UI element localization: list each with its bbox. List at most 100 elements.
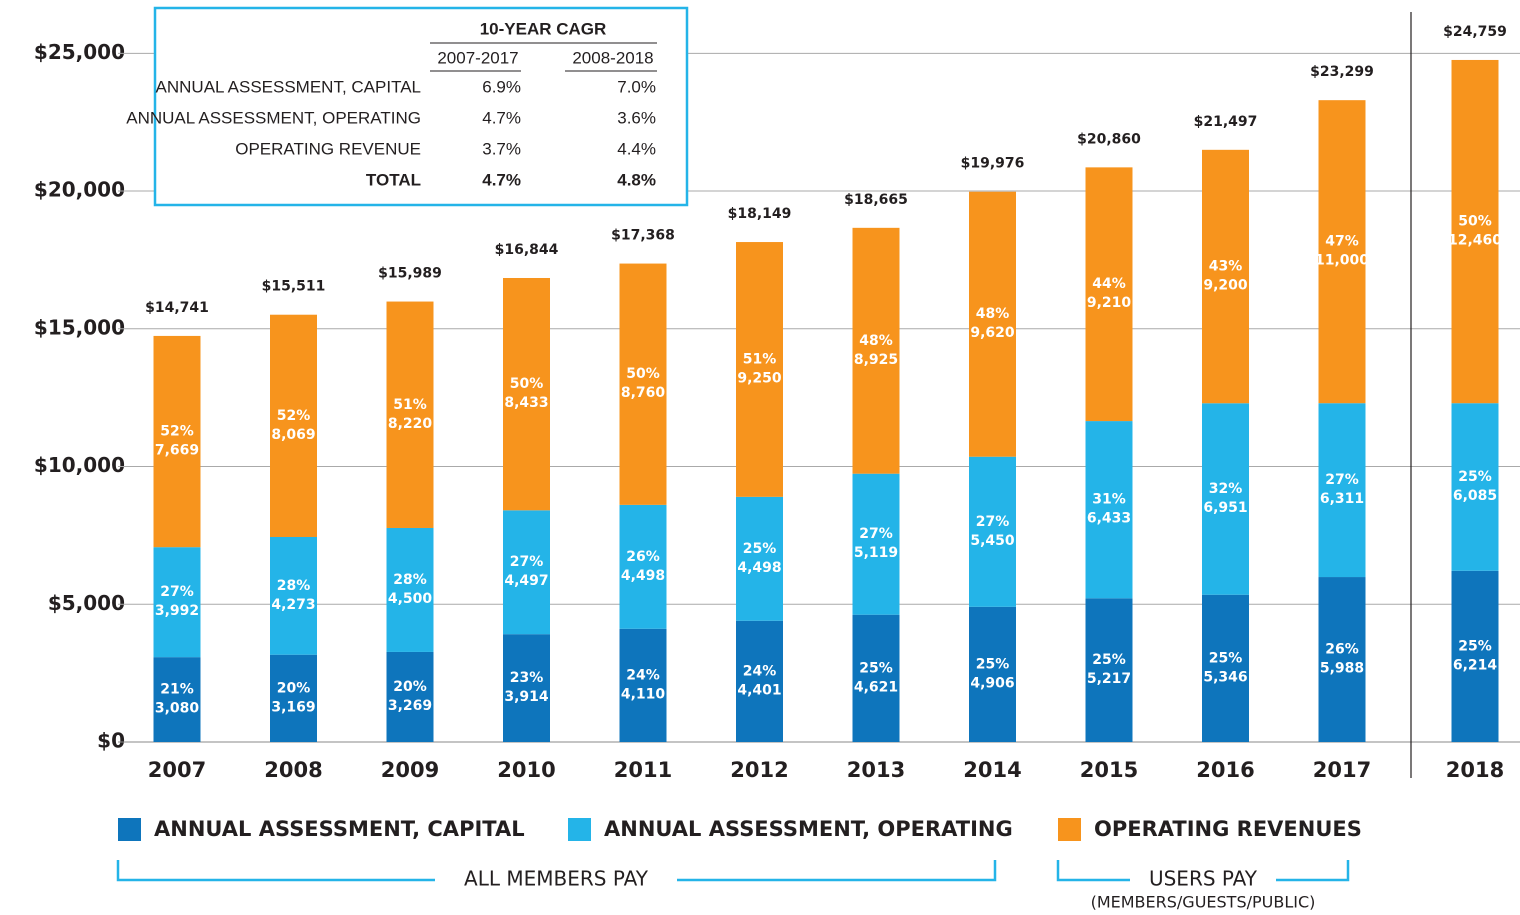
value-label: 3,080: [155, 701, 200, 717]
bar-segment: [153, 547, 201, 658]
group-label: USERS PAY: [1149, 867, 1258, 891]
value-label: 4,500: [388, 591, 433, 607]
value-label: 5,988: [1320, 661, 1364, 677]
legend-swatch: [118, 818, 141, 841]
percent-label: 44%: [1092, 276, 1126, 292]
legend-label: ANNUAL ASSESSMENT, OPERATING: [604, 817, 1013, 841]
value-label: 6,085: [1453, 488, 1497, 504]
y-tick-label: $10,000: [34, 453, 125, 477]
bar-segment: [270, 536, 317, 655]
table-column: 2008-2018: [572, 48, 653, 67]
bar-segment: [969, 606, 1016, 742]
bar-segment: [1451, 59, 1499, 404]
total-label: $16,844: [495, 242, 559, 258]
cagr-table: 10-YEAR CAGR 2007-2017 2008-2018 ANNUAL …: [126, 6, 689, 207]
x-tick-label: 2009: [381, 758, 439, 782]
value-label: 9,620: [970, 325, 1015, 341]
x-tick-label: 2012: [730, 758, 788, 782]
table-cell: 3.6%: [617, 108, 656, 127]
table-cell: 4.7%: [482, 170, 521, 189]
total-label: $24,759: [1443, 24, 1507, 40]
percent-label: 27%: [859, 526, 893, 542]
table-cell: 3.7%: [482, 139, 521, 158]
bars: 2007 21% 3,080 27% 3,992 52% 7,669 $14,741 2008 2…: [145, 24, 1507, 782]
table-box: [153, 6, 689, 207]
bar-segment: [736, 242, 783, 497]
groups: ALL MEMBERS PAY USERS PAY (MEMBERS/GUEST…: [116, 860, 1350, 912]
bracket: [1056, 860, 1350, 882]
table-cell: 4.7%: [482, 108, 521, 127]
value-label: 3,169: [271, 699, 315, 715]
percent-label: 31%: [1092, 492, 1126, 508]
bar-segment: [852, 473, 900, 615]
bar-segment: [619, 504, 667, 629]
percent-label: 51%: [393, 397, 427, 413]
value-label: 9,210: [1087, 295, 1132, 311]
bar-segment: [153, 335, 201, 548]
percent-label: 52%: [277, 408, 311, 424]
bar-segment: [969, 191, 1016, 457]
bar-segment: [736, 496, 783, 621]
table-row-label: OPERATING REVENUE: [235, 139, 421, 158]
legend-swatch: [1058, 818, 1081, 841]
x-tick-label: 2018: [1446, 758, 1504, 782]
table-row-label: ANNUAL ASSESSMENT, CAPITAL: [156, 77, 421, 96]
total-label: $19,976: [961, 156, 1025, 172]
value-label: 3,269: [388, 698, 432, 714]
total-label: $15,989: [378, 266, 442, 282]
legend: ANNUAL ASSESSMENT, CAPITAL ANNUAL ASSESSM…: [118, 817, 1362, 841]
percent-label: 25%: [1458, 469, 1492, 485]
total-label: $18,665: [844, 192, 908, 208]
value-label: 11,000: [1315, 253, 1369, 269]
bar-segment: [1318, 100, 1366, 404]
y-tick-label: $25,000: [34, 40, 125, 64]
y-tick-label: $5,000: [48, 591, 125, 615]
bar-segment: [736, 620, 783, 742]
table-cell: 7.0%: [617, 77, 656, 96]
value-label: 5,346: [1203, 669, 1247, 685]
percent-label: 27%: [976, 514, 1010, 530]
percent-label: 24%: [626, 667, 660, 683]
percent-label: 25%: [1458, 638, 1492, 654]
bar-segment: [270, 314, 317, 537]
value-label: 4,110: [621, 686, 666, 702]
percent-label: 28%: [277, 578, 311, 594]
value-label: 9,200: [1203, 278, 1248, 294]
percent-label: 50%: [626, 366, 660, 382]
percent-label: 20%: [277, 680, 311, 696]
percent-label: 47%: [1325, 234, 1359, 250]
legend-label: ANNUAL ASSESSMENT, CAPITAL: [154, 817, 525, 841]
group-sublabel: (MEMBERS/GUESTS/PUBLIC): [1091, 893, 1316, 912]
value-label: 5,119: [854, 545, 898, 561]
percent-label: 28%: [393, 572, 427, 588]
table-cell: 4.8%: [617, 170, 656, 189]
total-label: $20,860: [1077, 131, 1141, 147]
bar-segment: [1451, 403, 1499, 571]
grid: $0 $5,000 $10,000 $15,000 $20,000 $25,000: [34, 40, 1520, 753]
total-label: $23,299: [1310, 64, 1374, 80]
value-label: 4,498: [737, 560, 781, 576]
total-label: $15,511: [262, 279, 326, 295]
x-tick-label: 2016: [1196, 758, 1254, 782]
x-tick-label: 2014: [963, 758, 1021, 782]
total-label: $17,368: [611, 228, 675, 244]
x-tick-label: 2007: [148, 758, 206, 782]
bar-segment: [619, 628, 667, 742]
percent-label: 50%: [1458, 214, 1492, 230]
bar-segment: [1202, 149, 1249, 404]
value-label: 3,914: [504, 689, 549, 705]
percent-label: 25%: [1209, 650, 1243, 666]
table-cell: 6.9%: [482, 77, 521, 96]
bar-segment: [1202, 594, 1249, 742]
bar-segment: [1085, 167, 1133, 422]
value-label: 12,460: [1448, 233, 1502, 249]
bar-segment: [386, 301, 434, 528]
value-label: 4,497: [504, 573, 548, 589]
bar-segment: [503, 277, 550, 511]
percent-label: 26%: [626, 549, 660, 565]
y-tick-label: $15,000: [34, 315, 125, 339]
table-row-label: TOTAL: [366, 170, 421, 189]
value-label: 6,433: [1087, 511, 1131, 527]
percent-label: 25%: [1092, 652, 1126, 668]
